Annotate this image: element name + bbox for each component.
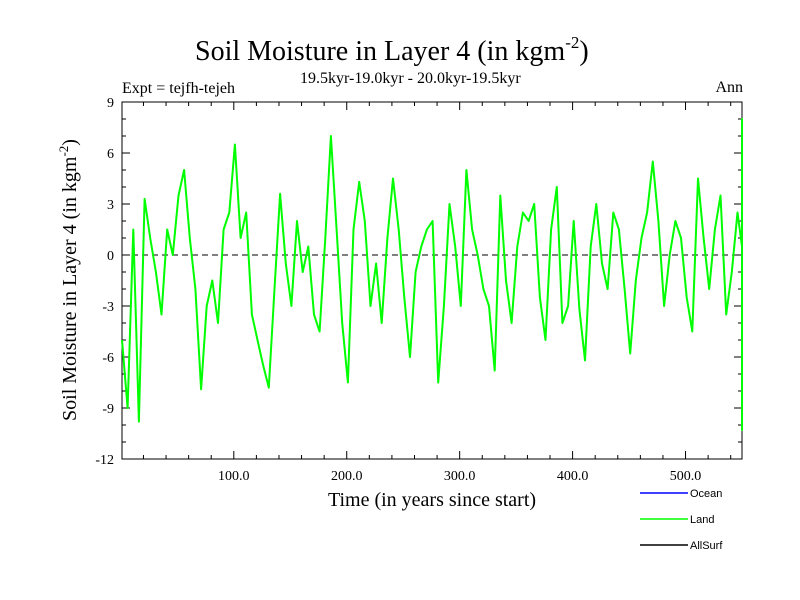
legend: Ocean Land AllSurf <box>640 488 723 552</box>
plot-frame <box>121 101 743 460</box>
chart-title: Soil Moisture in Layer 4 (in kgm-2) <box>195 33 589 67</box>
y-axis-label: Soil Moisture in Layer 4 (in kgm-2) <box>56 139 81 421</box>
x-axis-label: Time (in years since start) <box>328 489 536 511</box>
legend-land-label: Land <box>690 514 714 526</box>
legend-ocean-label: Ocean <box>690 488 722 500</box>
experiment-label: Expt = tejfh-tejeh <box>122 80 235 97</box>
x-tick-label: 200.0 <box>331 469 363 484</box>
y-tick-label: 9 <box>107 96 114 111</box>
legend-allsurf-label: AllSurf <box>690 540 723 552</box>
land-series-line <box>121 118 743 432</box>
x-tick-label: 100.0 <box>218 469 250 484</box>
x-tick-label: 500.0 <box>670 469 702 484</box>
y-tick-label: 6 <box>107 147 114 162</box>
y-tick-label: -9 <box>102 402 114 417</box>
x-tick-label: 400.0 <box>557 469 589 484</box>
y-tick-label: 3 <box>107 198 114 213</box>
y-tick-label: -12 <box>95 453 114 468</box>
x-tick-label: 300.0 <box>444 469 476 484</box>
y-tick-label: -6 <box>102 351 114 366</box>
axis-ticks: -12 -9 -6 -3 0 3 6 9 100.0 200.0 300.0 400.0 500.0 <box>95 96 742 484</box>
y-tick-label: 0 <box>107 249 114 264</box>
season-label: Ann <box>715 79 743 96</box>
y-tick-label: -3 <box>102 300 114 315</box>
period-label: 19.5kyr-19.0kyr - 20.0kyr-19.5kyr <box>300 70 521 87</box>
